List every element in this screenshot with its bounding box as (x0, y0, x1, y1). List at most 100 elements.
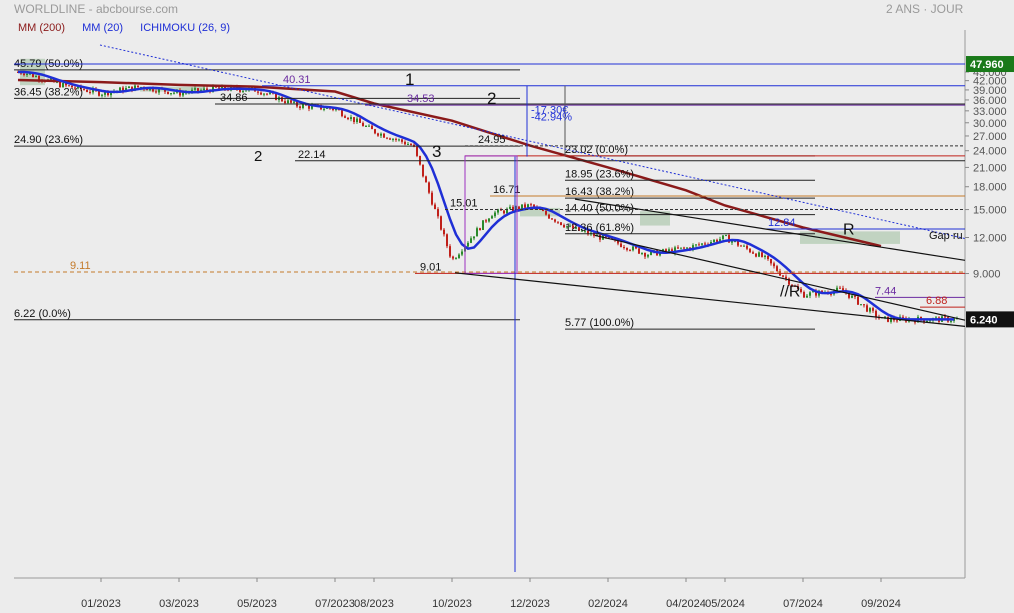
candle-body (623, 247, 625, 249)
candle-body (119, 87, 121, 91)
candle-body (587, 230, 589, 235)
candle-body (293, 101, 295, 103)
candle-body (635, 246, 637, 249)
candle-body (434, 204, 436, 210)
candle-body (665, 249, 667, 252)
candle-body (734, 241, 736, 243)
x-tick-label: 07/2024 (783, 598, 823, 610)
candle-body (668, 249, 670, 252)
candle-body (497, 209, 499, 213)
candle-body (698, 244, 700, 246)
measure-percent: -42.94% (531, 111, 572, 123)
candle-body (533, 204, 535, 208)
candle-body (746, 245, 748, 249)
level-label: 22.14 (298, 149, 326, 161)
wave-label-1: 1 (405, 70, 414, 89)
candle-body (809, 292, 811, 296)
candle-body (263, 93, 265, 95)
candle-body (773, 263, 775, 267)
candle-body (752, 252, 754, 254)
candle-body (785, 276, 787, 279)
candle-body (929, 320, 931, 322)
candle-body (137, 85, 139, 88)
candle-body (284, 101, 286, 104)
candle-body (224, 85, 226, 90)
candle-body (608, 237, 610, 239)
candle-body (392, 138, 394, 140)
candle-body (887, 316, 889, 322)
wave-label-2b: 2 (254, 148, 262, 165)
y-tick-label: 12.000 (973, 232, 1007, 244)
candle-body (218, 87, 220, 89)
candle-body (374, 129, 376, 134)
candle-body (425, 176, 427, 183)
candle-body (857, 296, 859, 305)
candle-body (353, 117, 355, 122)
candle-body (797, 286, 799, 290)
candle-body (65, 83, 67, 86)
candle-body (155, 91, 157, 93)
candle-body (506, 208, 508, 214)
level-label: 40.31 (283, 74, 311, 86)
level-label: 9.01 (420, 261, 441, 273)
level-label: 7.44 (875, 285, 896, 297)
candle-body (599, 234, 601, 240)
candle-body (404, 141, 406, 145)
candle-body (692, 245, 694, 250)
fib-right-label: 14.40 (50.0%) (565, 203, 634, 215)
candle-body (395, 138, 397, 140)
candle-body (719, 239, 721, 242)
candle-body (410, 144, 412, 146)
wave-label-2: 2 (487, 89, 496, 108)
legend-ichimoku: ICHIMOKU (26, 9) (140, 22, 230, 34)
candle-body (29, 73, 31, 75)
y-tick-label: 39.000 (973, 85, 1007, 97)
candle-body (638, 248, 640, 254)
candle-body (194, 88, 196, 90)
candle-body (854, 295, 856, 297)
candle-body (98, 90, 100, 96)
y-tick-label: 33.000 (973, 106, 1007, 118)
x-tick-label: 10/2023 (432, 598, 472, 610)
candle-body (725, 235, 727, 237)
candle-body (569, 225, 571, 227)
candle-body (794, 285, 796, 287)
candle-body (380, 133, 382, 136)
candle-body (572, 225, 574, 229)
instrument-title: WORLDLINE - abcbourse.com (14, 2, 179, 16)
candle-body (452, 256, 454, 259)
candle-body (680, 247, 682, 249)
level-label: 15.01 (450, 197, 478, 209)
candle-body (821, 290, 823, 293)
candle-body (242, 90, 244, 92)
candle-body (455, 258, 457, 260)
candle-body (443, 229, 445, 235)
candle-body (302, 104, 304, 109)
candle-body (50, 78, 52, 80)
candle-body (944, 316, 946, 318)
candle-body (566, 226, 568, 228)
price-badge (966, 56, 1014, 73)
candle-body (695, 244, 697, 246)
candle-body (173, 92, 175, 94)
candle-body (371, 125, 373, 130)
candle-body (74, 87, 76, 89)
candle-body (629, 249, 631, 251)
measure-amount: -17.30€ (531, 105, 568, 117)
candle-body (197, 88, 199, 92)
candle-body (563, 224, 565, 228)
x-tick-label: 02/2024 (588, 598, 628, 610)
candle-body (419, 155, 421, 165)
candle-body (437, 209, 439, 217)
candle-body (704, 243, 706, 245)
candle-body (521, 204, 523, 210)
candle-body (446, 234, 448, 247)
candle-body (884, 316, 886, 318)
candle-body (368, 125, 370, 127)
candle-body (32, 73, 34, 78)
candle-body (923, 319, 925, 322)
candle-body (461, 251, 463, 255)
candle-body (134, 85, 136, 91)
candle-body (620, 243, 622, 248)
